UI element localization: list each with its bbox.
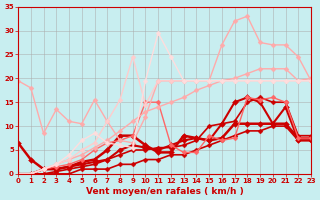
- X-axis label: Vent moyen/en rafales ( km/h ): Vent moyen/en rafales ( km/h ): [86, 187, 244, 196]
